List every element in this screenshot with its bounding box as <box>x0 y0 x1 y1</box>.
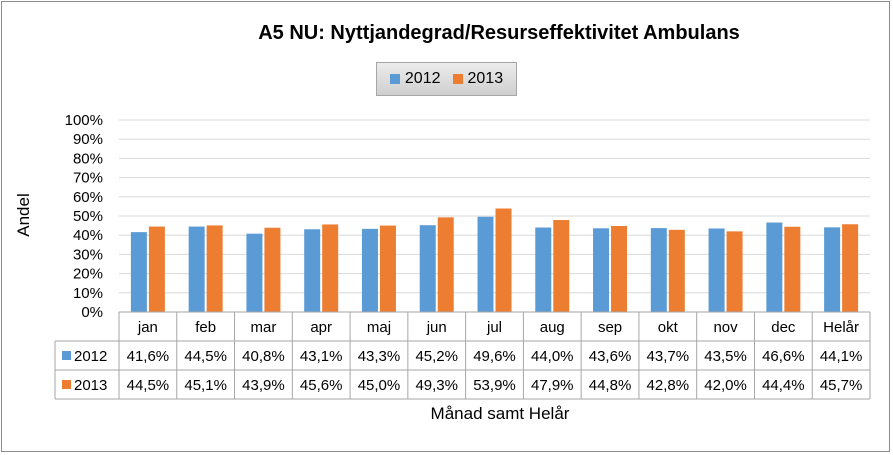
x-tick-label: nov <box>713 319 738 336</box>
data-label: 42,8% <box>647 377 690 394</box>
y-axis-label: Andel <box>14 193 33 237</box>
x-tick-label: mar <box>251 319 277 336</box>
bar-2013-maj <box>379 225 396 312</box>
x-tick-label: jan <box>137 319 158 336</box>
data-label: 53,9% <box>473 377 516 394</box>
bar-2013-dec <box>784 226 801 312</box>
bar-2013-apr <box>322 224 339 312</box>
bar-2012-jul <box>477 216 494 312</box>
bar-2012-jun <box>419 225 436 312</box>
x-tick-label: dec <box>771 319 796 336</box>
y-tick-label: 0% <box>81 304 103 321</box>
table-legend-key-2013 <box>62 380 71 389</box>
x-tick-label: aug <box>540 319 565 336</box>
bar-2012-aug <box>535 227 552 312</box>
bar-2012-okt <box>650 228 667 312</box>
bar-2013-nov <box>726 231 743 312</box>
data-label: 40,8% <box>242 348 285 365</box>
data-label: 43,5% <box>704 348 747 365</box>
bar-2012-mar <box>246 233 263 312</box>
data-label: 44,5% <box>127 377 170 394</box>
legend-item-2012: 2012 <box>389 70 441 88</box>
y-tick-label: 90% <box>73 131 103 148</box>
bar-2013-feb <box>206 225 223 312</box>
x-tick-label: sep <box>598 319 622 336</box>
data-label: 44,8% <box>589 377 632 394</box>
y-tick-label: 70% <box>73 170 103 187</box>
x-tick-label: feb <box>195 319 216 336</box>
x-tick-label: okt <box>658 319 679 336</box>
data-label: 43,1% <box>300 348 343 365</box>
data-label: 46,6% <box>762 348 805 365</box>
x-tick-label: maj <box>367 319 391 336</box>
bar-2013-sep <box>611 225 628 312</box>
data-label: 45,6% <box>300 377 343 394</box>
data-label: 43,6% <box>589 348 632 365</box>
x-tick-label: jun <box>426 319 447 336</box>
bar-2013-mar <box>264 227 281 312</box>
y-tick-label: 80% <box>73 150 103 167</box>
y-tick-label: 50% <box>73 208 103 225</box>
y-tick-label: 100% <box>65 112 103 129</box>
bar-2012-feb <box>188 226 205 312</box>
legend: 2012 2013 <box>376 62 517 96</box>
bar-2013-jun <box>437 217 454 312</box>
data-label: 45,0% <box>358 377 401 394</box>
data-label: 45,2% <box>415 348 458 365</box>
y-tick-label: 10% <box>73 285 103 302</box>
x-tick-label: Helår <box>823 319 859 336</box>
data-label: 45,7% <box>820 377 863 394</box>
bar-2012-maj <box>361 228 378 312</box>
y-tick-label: 40% <box>73 227 103 244</box>
data-label: 49,3% <box>415 377 458 394</box>
data-label: 43,9% <box>242 377 285 394</box>
bar-2012-Helår <box>824 227 841 312</box>
data-label: 49,6% <box>473 348 516 365</box>
chart-title: A5 NU: Nyttjandegrad/Resurseffektivitet … <box>258 22 740 44</box>
bar-2013-okt <box>668 229 685 312</box>
table-series-name: 2012 <box>74 348 107 365</box>
y-tick-label: 20% <box>73 266 103 283</box>
data-label: 44,1% <box>820 348 863 365</box>
data-label: 41,6% <box>127 348 170 365</box>
bar-2013-aug <box>553 220 570 312</box>
data-label: 43,3% <box>358 348 401 365</box>
data-label: 45,1% <box>184 377 227 394</box>
data-label: 42,0% <box>704 377 747 394</box>
data-label: 44,0% <box>531 348 574 365</box>
x-tick-label: jul <box>486 319 502 336</box>
bar-2013-Helår <box>842 224 859 312</box>
bar-2012-nov <box>708 228 725 312</box>
table-series-name: 2013 <box>74 377 107 394</box>
legend-swatch-2013 <box>452 74 463 84</box>
y-tick-label: 60% <box>73 189 103 206</box>
x-tick-label: apr <box>310 319 332 336</box>
bar-2013-jan <box>148 226 165 312</box>
data-label: 44,4% <box>762 377 805 394</box>
legend-item-2013: 2013 <box>452 70 504 88</box>
table-legend-key-2012 <box>62 351 71 360</box>
legend-swatch-2012 <box>389 74 400 84</box>
legend-label-2012: 2012 <box>404 70 441 87</box>
bar-2012-dec <box>766 222 783 312</box>
data-label: 43,7% <box>647 348 690 365</box>
bar-2012-jan <box>130 232 147 312</box>
bar-2012-apr <box>304 229 321 312</box>
data-label: 44,5% <box>184 348 227 365</box>
bar-2012-sep <box>593 228 610 312</box>
x-axis-label: Månad samt Helår <box>430 404 570 423</box>
bar-2013-jul <box>495 208 512 312</box>
y-tick-label: 30% <box>73 246 103 263</box>
data-label: 47,9% <box>531 377 574 394</box>
legend-label-2013: 2013 <box>467 70 504 87</box>
